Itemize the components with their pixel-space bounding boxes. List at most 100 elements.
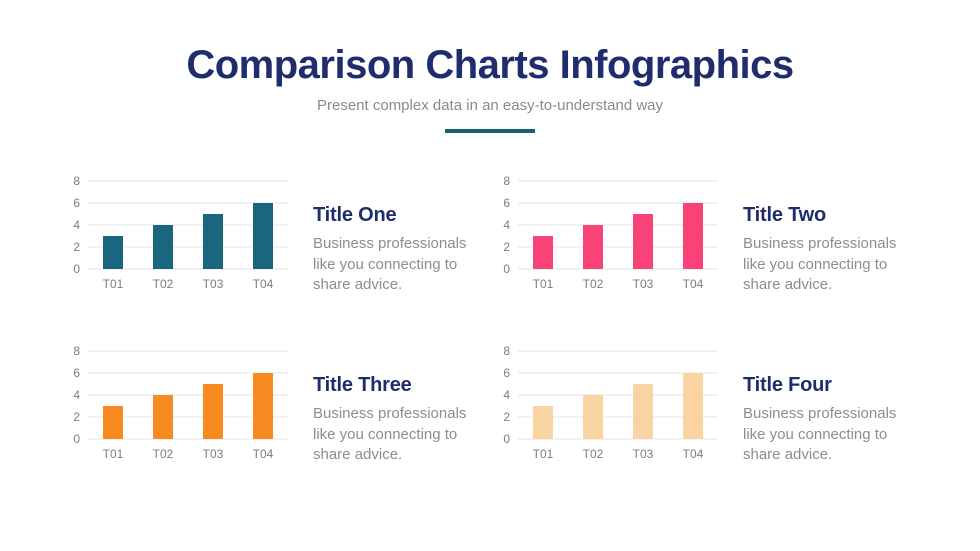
plot-wrapper: T01 T02 T03 T04 — [88, 350, 288, 461]
y-tick-label: 4 — [503, 218, 510, 232]
x-tick-label: T02 — [152, 447, 174, 461]
bar-slot — [618, 351, 668, 439]
gridlines — [518, 180, 718, 270]
x-tick-label: T03 — [202, 277, 224, 291]
gridline — [88, 372, 288, 374]
bar-t03 — [203, 384, 223, 439]
bar-chart-four: 8 6 4 2 0 T01 T02 T03 T04 — [488, 340, 718, 461]
bar-slot — [518, 351, 568, 439]
y-tick-label: 0 — [503, 262, 510, 276]
gridline — [88, 268, 288, 270]
gridline — [88, 416, 288, 418]
bar-slot — [618, 181, 668, 269]
y-tick-label: 6 — [73, 196, 80, 210]
y-tick-label: 4 — [503, 388, 510, 402]
plot-area — [518, 180, 718, 270]
bar-slot — [568, 181, 618, 269]
y-tick-label: 6 — [503, 196, 510, 210]
y-tick-label: 0 — [73, 262, 80, 276]
gridline — [88, 438, 288, 440]
chart-text-block: Title One Business professionals like yo… — [313, 170, 485, 296]
bar-slot — [88, 181, 138, 269]
y-tick-label: 4 — [73, 218, 80, 232]
x-tick-label: T02 — [582, 447, 604, 461]
x-tick-label: T04 — [682, 277, 704, 291]
chart-section-four: 8 6 4 2 0 T01 T02 T03 T04 Title Four Business p… — [488, 340, 915, 466]
chart-title: Title Three — [313, 374, 412, 396]
bar-chart-three: 8 6 4 2 0 T01 T02 T03 T04 — [58, 340, 288, 461]
x-tick-label: T01 — [102, 447, 124, 461]
chart-title: Title One — [313, 204, 397, 226]
bar-chart-two: 8 6 4 2 0 T01 T02 T03 T04 — [488, 170, 718, 291]
chart-section-two: 8 6 4 2 0 T01 T02 T03 T04 Title Two Business pr… — [488, 170, 915, 296]
chart-section-three: 8 6 4 2 0 T01 T02 T03 T04 Title Three Business … — [58, 340, 485, 466]
bar-t01 — [103, 406, 123, 439]
chart-text-block: Title Two Business professionals like yo… — [743, 170, 915, 296]
x-tick-label: T04 — [252, 277, 274, 291]
y-tick-label: 8 — [503, 344, 510, 358]
gridline — [88, 202, 288, 204]
gridline — [518, 372, 718, 374]
x-tick-label: T02 — [152, 277, 174, 291]
gridlines — [518, 350, 718, 440]
bar-t02 — [583, 395, 603, 439]
gridline — [88, 246, 288, 248]
gridline — [518, 268, 718, 270]
bars — [88, 351, 288, 439]
x-tick-label: T03 — [632, 277, 654, 291]
plot-area — [518, 350, 718, 440]
y-tick-label: 2 — [73, 240, 80, 254]
bars — [518, 351, 718, 439]
bar-t02 — [583, 225, 603, 269]
plot-area — [88, 180, 288, 270]
gridline — [518, 180, 718, 182]
plot-area — [88, 350, 288, 440]
y-tick-label: 2 — [503, 240, 510, 254]
gridlines — [88, 180, 288, 270]
x-tick-label: T03 — [632, 447, 654, 461]
x-tick-label: T03 — [202, 447, 224, 461]
bar-slot — [668, 181, 718, 269]
y-tick-label: 0 — [503, 432, 510, 446]
bar-chart-one: 8 6 4 2 0 T01 T02 T03 T04 — [58, 170, 288, 291]
x-tick-label: T01 — [102, 277, 124, 291]
page-title: Comparison Charts Infographics — [186, 43, 794, 87]
chart-text-block: Title Three Business professionals like … — [313, 340, 485, 466]
y-axis: 8 6 4 2 0 — [58, 345, 80, 445]
x-tick-label: T01 — [532, 277, 554, 291]
x-axis: T01 T02 T03 T04 — [518, 447, 718, 461]
x-tick-label: T04 — [682, 447, 704, 461]
y-axis: 8 6 4 2 0 — [488, 345, 510, 445]
y-tick-label: 2 — [503, 410, 510, 424]
chart-description: Business professionals like you connecti… — [743, 405, 897, 464]
gridline — [518, 394, 718, 396]
bar-t04 — [683, 373, 703, 439]
bar-slot — [138, 351, 188, 439]
x-tick-label: T01 — [532, 447, 554, 461]
bar-t01 — [103, 236, 123, 269]
bar-slot — [138, 181, 188, 269]
y-axis: 8 6 4 2 0 — [58, 175, 80, 275]
header: Comparison Charts Infographics Present c… — [0, 0, 980, 133]
y-tick-label: 6 — [73, 366, 80, 380]
bar-slot — [188, 181, 238, 269]
x-axis: T01 T02 T03 T04 — [88, 277, 288, 291]
plot-wrapper: T01 T02 T03 T04 — [518, 350, 718, 461]
bar-t04 — [683, 203, 703, 269]
bars — [518, 181, 718, 269]
x-tick-label: T02 — [582, 277, 604, 291]
chart-description: Business professionals like you connecti… — [743, 235, 897, 294]
bar-t03 — [633, 384, 653, 439]
gridline — [518, 246, 718, 248]
y-tick-label: 0 — [73, 432, 80, 446]
gridline — [518, 350, 718, 352]
y-tick-label: 8 — [73, 344, 80, 358]
chart-description: Business professionals like you connecti… — [313, 235, 467, 294]
gridline — [88, 224, 288, 226]
gridlines — [88, 350, 288, 440]
bar-slot — [668, 351, 718, 439]
bar-t03 — [633, 214, 653, 269]
gridline — [518, 202, 718, 204]
x-axis: T01 T02 T03 T04 — [88, 447, 288, 461]
